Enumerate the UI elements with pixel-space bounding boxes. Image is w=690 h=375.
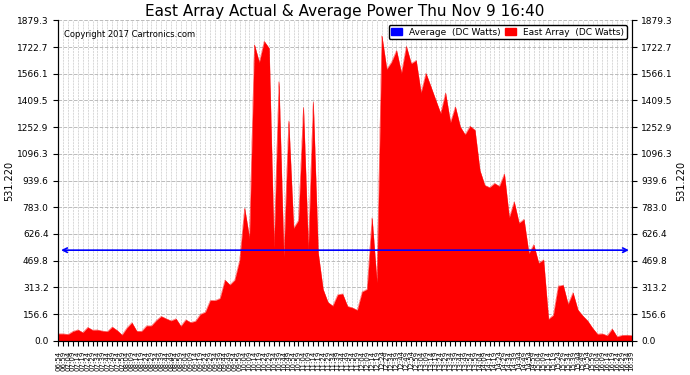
Legend: Average  (DC Watts), East Array  (DC Watts): Average (DC Watts), East Array (DC Watts… — [388, 25, 627, 39]
Text: Copyright 2017 Cartronics.com: Copyright 2017 Cartronics.com — [64, 30, 195, 39]
Title: East Array Actual & Average Power Thu Nov 9 16:40: East Array Actual & Average Power Thu No… — [146, 4, 544, 19]
Y-axis label: 531.220: 531.220 — [4, 160, 14, 201]
Y-axis label: 531.220: 531.220 — [676, 160, 686, 201]
